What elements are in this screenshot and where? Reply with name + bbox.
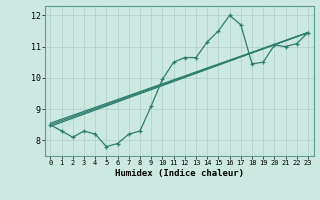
X-axis label: Humidex (Indice chaleur): Humidex (Indice chaleur)	[115, 169, 244, 178]
